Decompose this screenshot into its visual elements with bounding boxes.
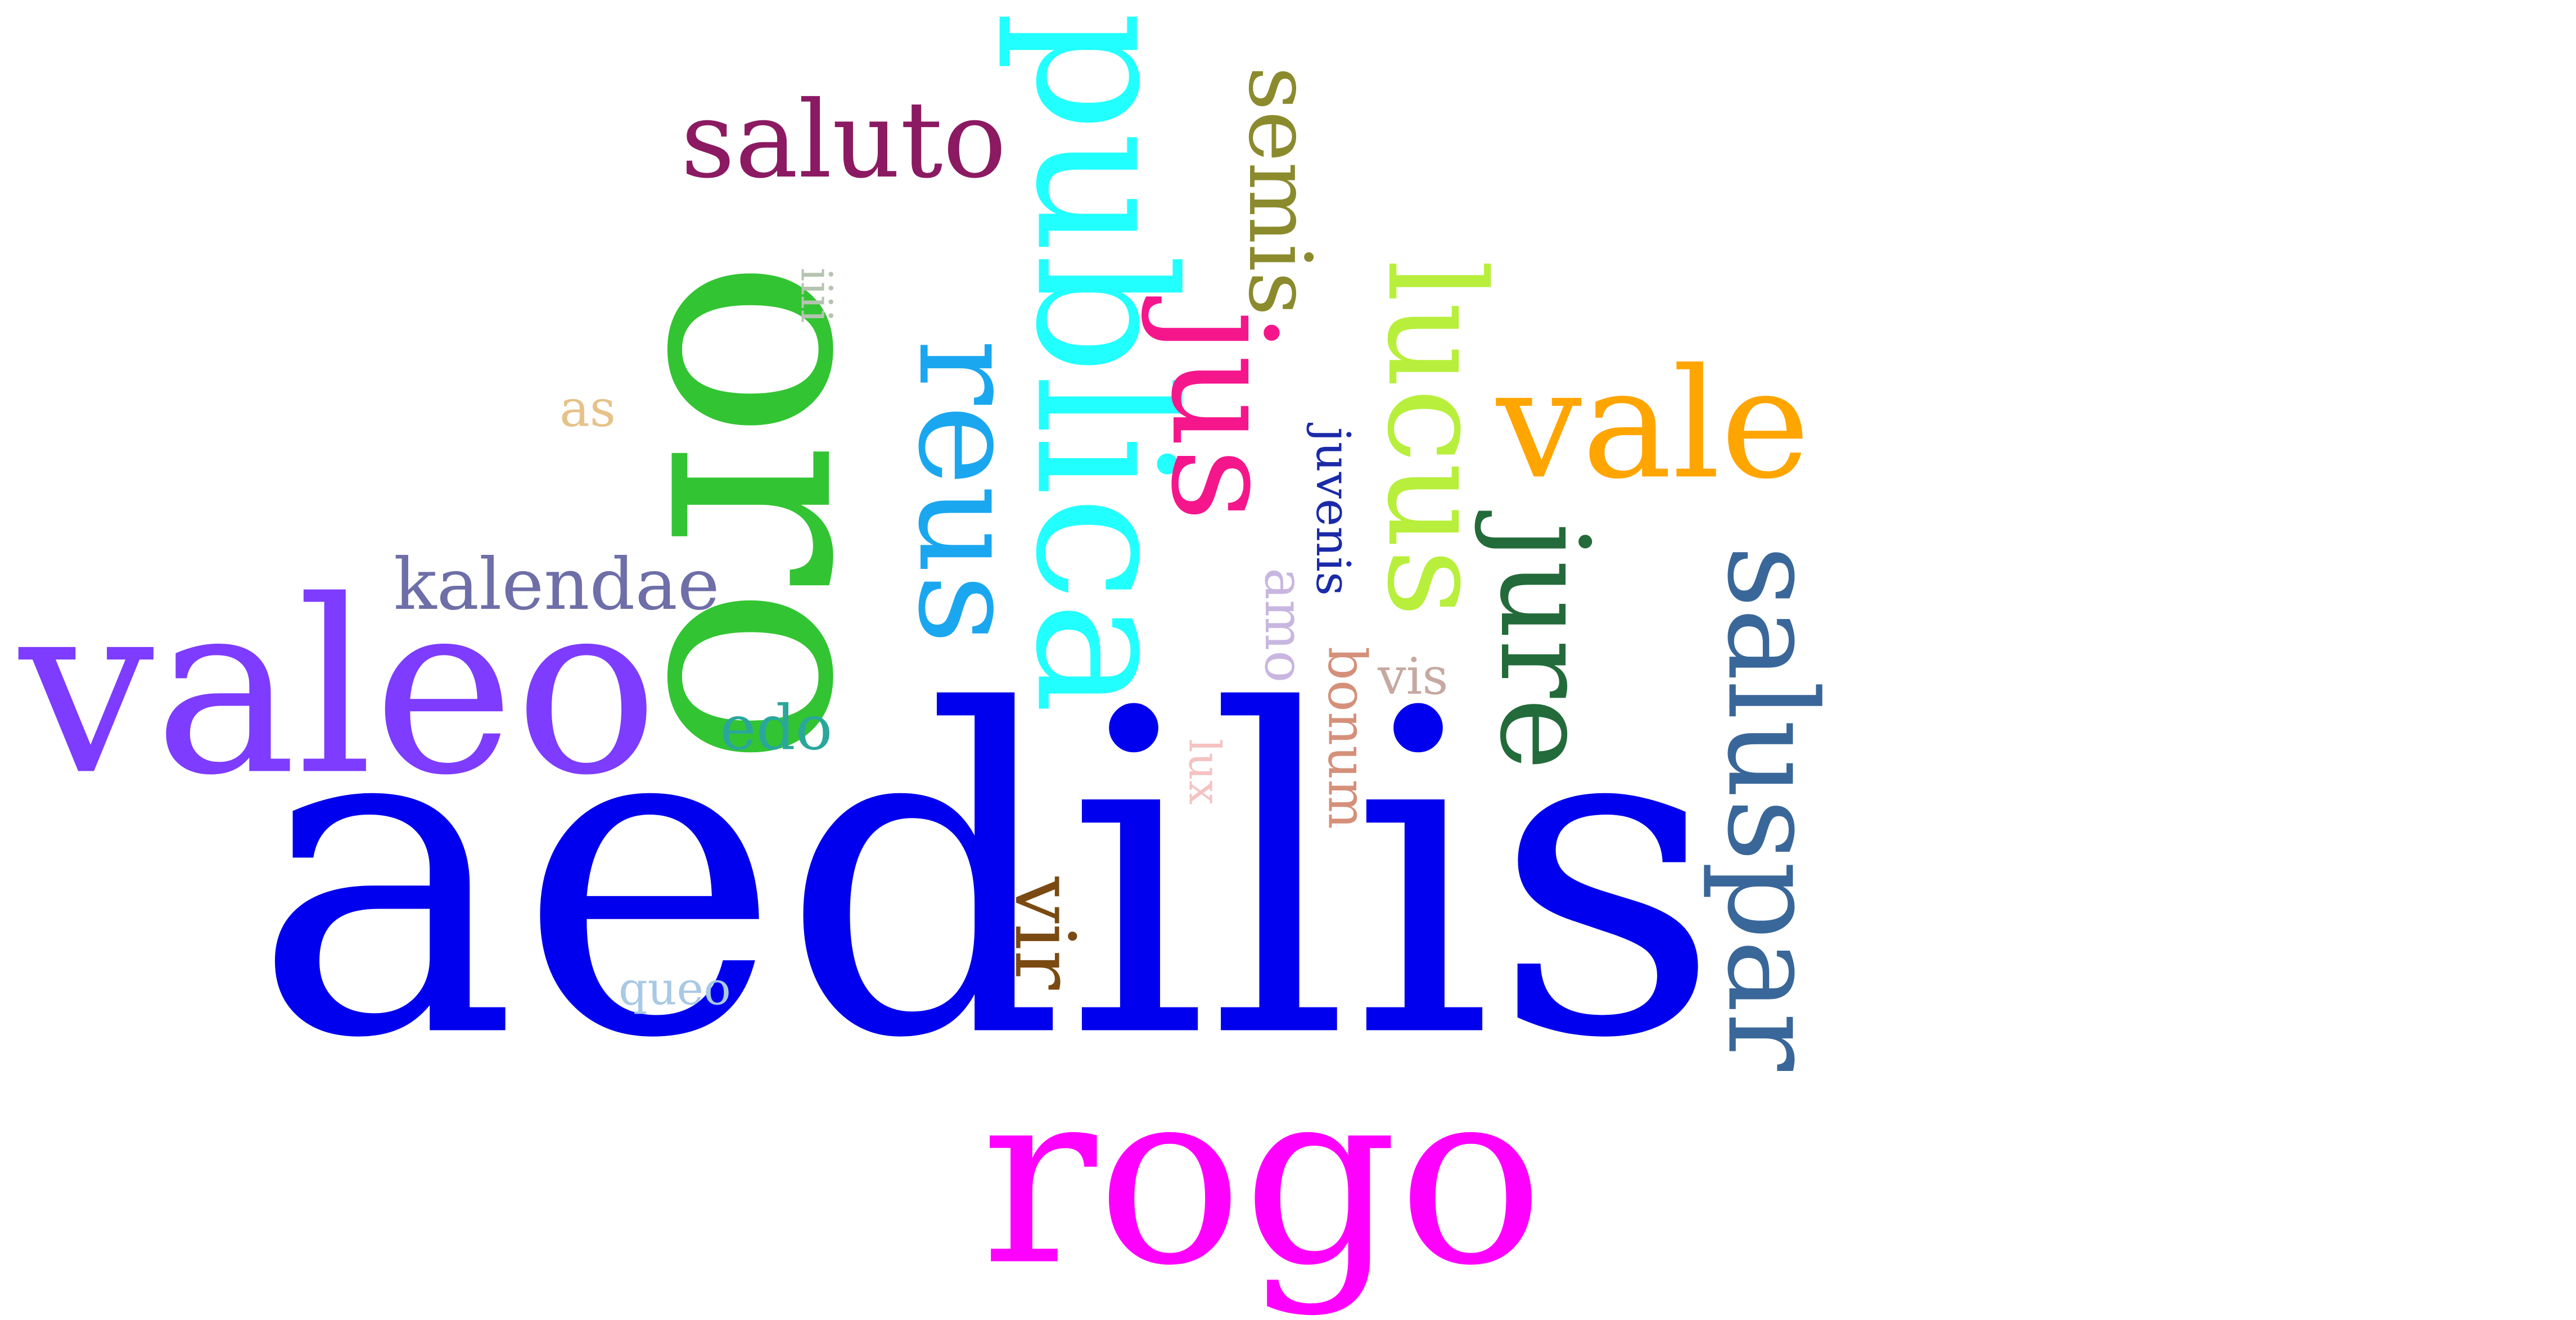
word-kalendae: kalendae	[394, 543, 720, 626]
word-lux: lux	[1179, 739, 1229, 805]
word-vir: vir	[996, 876, 1093, 990]
word-oro: oro	[600, 258, 953, 768]
word-iiii: iiii	[791, 268, 841, 323]
word-edo: edo	[720, 692, 833, 764]
word-bonum: bonum	[1316, 647, 1378, 829]
word-jure: jure	[1473, 522, 1615, 771]
word-reus: reus	[888, 339, 1047, 645]
word-valeo: valeo	[19, 549, 659, 828]
word-queo: queo	[619, 962, 731, 1016]
word-jus: jus	[1139, 310, 1307, 522]
word-vis: vis	[1378, 648, 1449, 706]
word-aedilis: aedilis	[252, 617, 1721, 1136]
word-saluto: saluto	[680, 79, 1007, 202]
word-vale: vale	[1496, 336, 1810, 513]
word-saluspar: saluspar	[1700, 545, 1843, 1071]
word-rogo: rogo	[981, 1036, 1544, 1319]
word-juvenis: juvenis	[1306, 427, 1361, 596]
word-as: as	[560, 379, 616, 439]
word-semis: semis	[1229, 66, 1330, 316]
word-amo: amo	[1253, 568, 1315, 683]
